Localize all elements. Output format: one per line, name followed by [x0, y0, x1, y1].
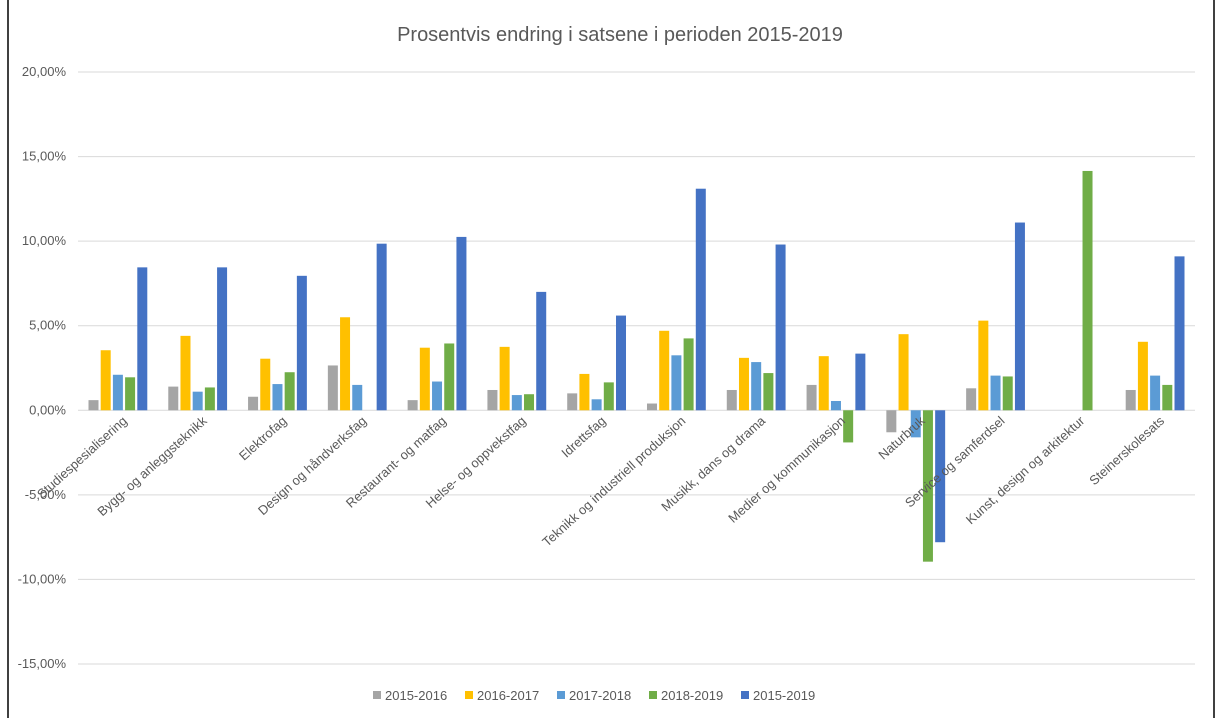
- bar: [818, 356, 829, 411]
- bar: [591, 399, 602, 411]
- bars: [88, 170, 1185, 562]
- bar: [603, 382, 614, 411]
- bar: [683, 338, 694, 411]
- y-tick-label: 10,00%: [22, 233, 67, 248]
- bar: [843, 410, 854, 443]
- bar: [137, 267, 148, 411]
- bar: [112, 374, 123, 411]
- bar: [511, 395, 522, 411]
- legend-label: 2015-2016: [385, 688, 447, 703]
- bar: [88, 400, 99, 411]
- bar: [432, 381, 443, 411]
- bar: [376, 243, 387, 411]
- chart-border: [7, 0, 1215, 718]
- bar: [180, 335, 191, 411]
- bar: [456, 236, 467, 411]
- bar: [659, 330, 670, 411]
- legend-label: 2016-2017: [477, 688, 539, 703]
- bar: [886, 410, 897, 433]
- chart-title: Prosentvis endring i satsene i perioden …: [397, 24, 843, 46]
- bar: [407, 400, 418, 411]
- bar: [524, 394, 535, 411]
- bar: [751, 362, 762, 411]
- bar: [327, 365, 338, 411]
- legend-swatch: [649, 691, 657, 699]
- bar: [217, 267, 228, 411]
- bar: [1137, 341, 1148, 411]
- y-tick-label: -5,00%: [25, 487, 67, 502]
- bar: [763, 373, 774, 411]
- bar: [1125, 389, 1136, 411]
- bar: [978, 320, 989, 411]
- bar: [168, 386, 179, 411]
- bar: [487, 389, 498, 411]
- y-tick-label: -15,00%: [18, 656, 67, 671]
- legend-label: 2015-2019: [753, 688, 815, 703]
- legend-label: 2018-2019: [661, 688, 723, 703]
- bar: [352, 384, 363, 411]
- y-tick-label: 5,00%: [29, 318, 66, 333]
- bar: [296, 275, 307, 411]
- bar: [935, 410, 946, 543]
- bar: [204, 387, 215, 411]
- legend-swatch: [373, 691, 381, 699]
- legend-label: 2017-2018: [569, 688, 631, 703]
- bar: [248, 396, 259, 411]
- bar: [579, 373, 590, 411]
- bar: [1150, 375, 1161, 411]
- legend-swatch: [741, 691, 749, 699]
- bar: [444, 343, 455, 411]
- legend-swatch: [465, 691, 473, 699]
- legend-swatch: [557, 691, 565, 699]
- bar: [260, 358, 271, 411]
- y-tick-label: 0,00%: [29, 402, 66, 417]
- bar: [499, 346, 510, 411]
- y-axis-ticks: 20,00% 15,00% 10,00% 5,00% 0,00% -5,00% -10,00…: [18, 64, 67, 671]
- bar: [340, 317, 351, 411]
- bar: [898, 334, 909, 411]
- bar: [922, 410, 933, 562]
- bar: [775, 244, 786, 411]
- bar: [272, 384, 283, 411]
- bar: [671, 355, 682, 411]
- bar: [567, 393, 578, 411]
- bar: [100, 350, 111, 411]
- bar: [1082, 170, 1093, 411]
- y-tick-label: 15,00%: [22, 149, 67, 164]
- bar: [616, 315, 627, 411]
- bar: [536, 291, 547, 411]
- bar: [855, 353, 866, 411]
- bar: [419, 347, 430, 411]
- bar: [646, 403, 657, 411]
- bar: [192, 391, 203, 411]
- bar: [1002, 376, 1013, 411]
- y-tick-label: -10,00%: [18, 571, 67, 586]
- bar: [1014, 222, 1025, 411]
- bar: [910, 410, 921, 438]
- bar: [695, 188, 706, 411]
- legend: 2015-2016 2016-2017 2017-2018 2018-2019 2015…: [373, 688, 815, 703]
- bar: [125, 377, 136, 411]
- bar: [990, 375, 1001, 411]
- bar: [1162, 384, 1173, 411]
- y-tick-label: 20,00%: [22, 64, 67, 79]
- bar: [738, 357, 749, 411]
- bar: [726, 389, 737, 411]
- bar: [966, 388, 977, 411]
- bar: [1174, 256, 1185, 411]
- bar: [806, 384, 817, 411]
- bar: [284, 372, 295, 411]
- bar: [830, 400, 841, 411]
